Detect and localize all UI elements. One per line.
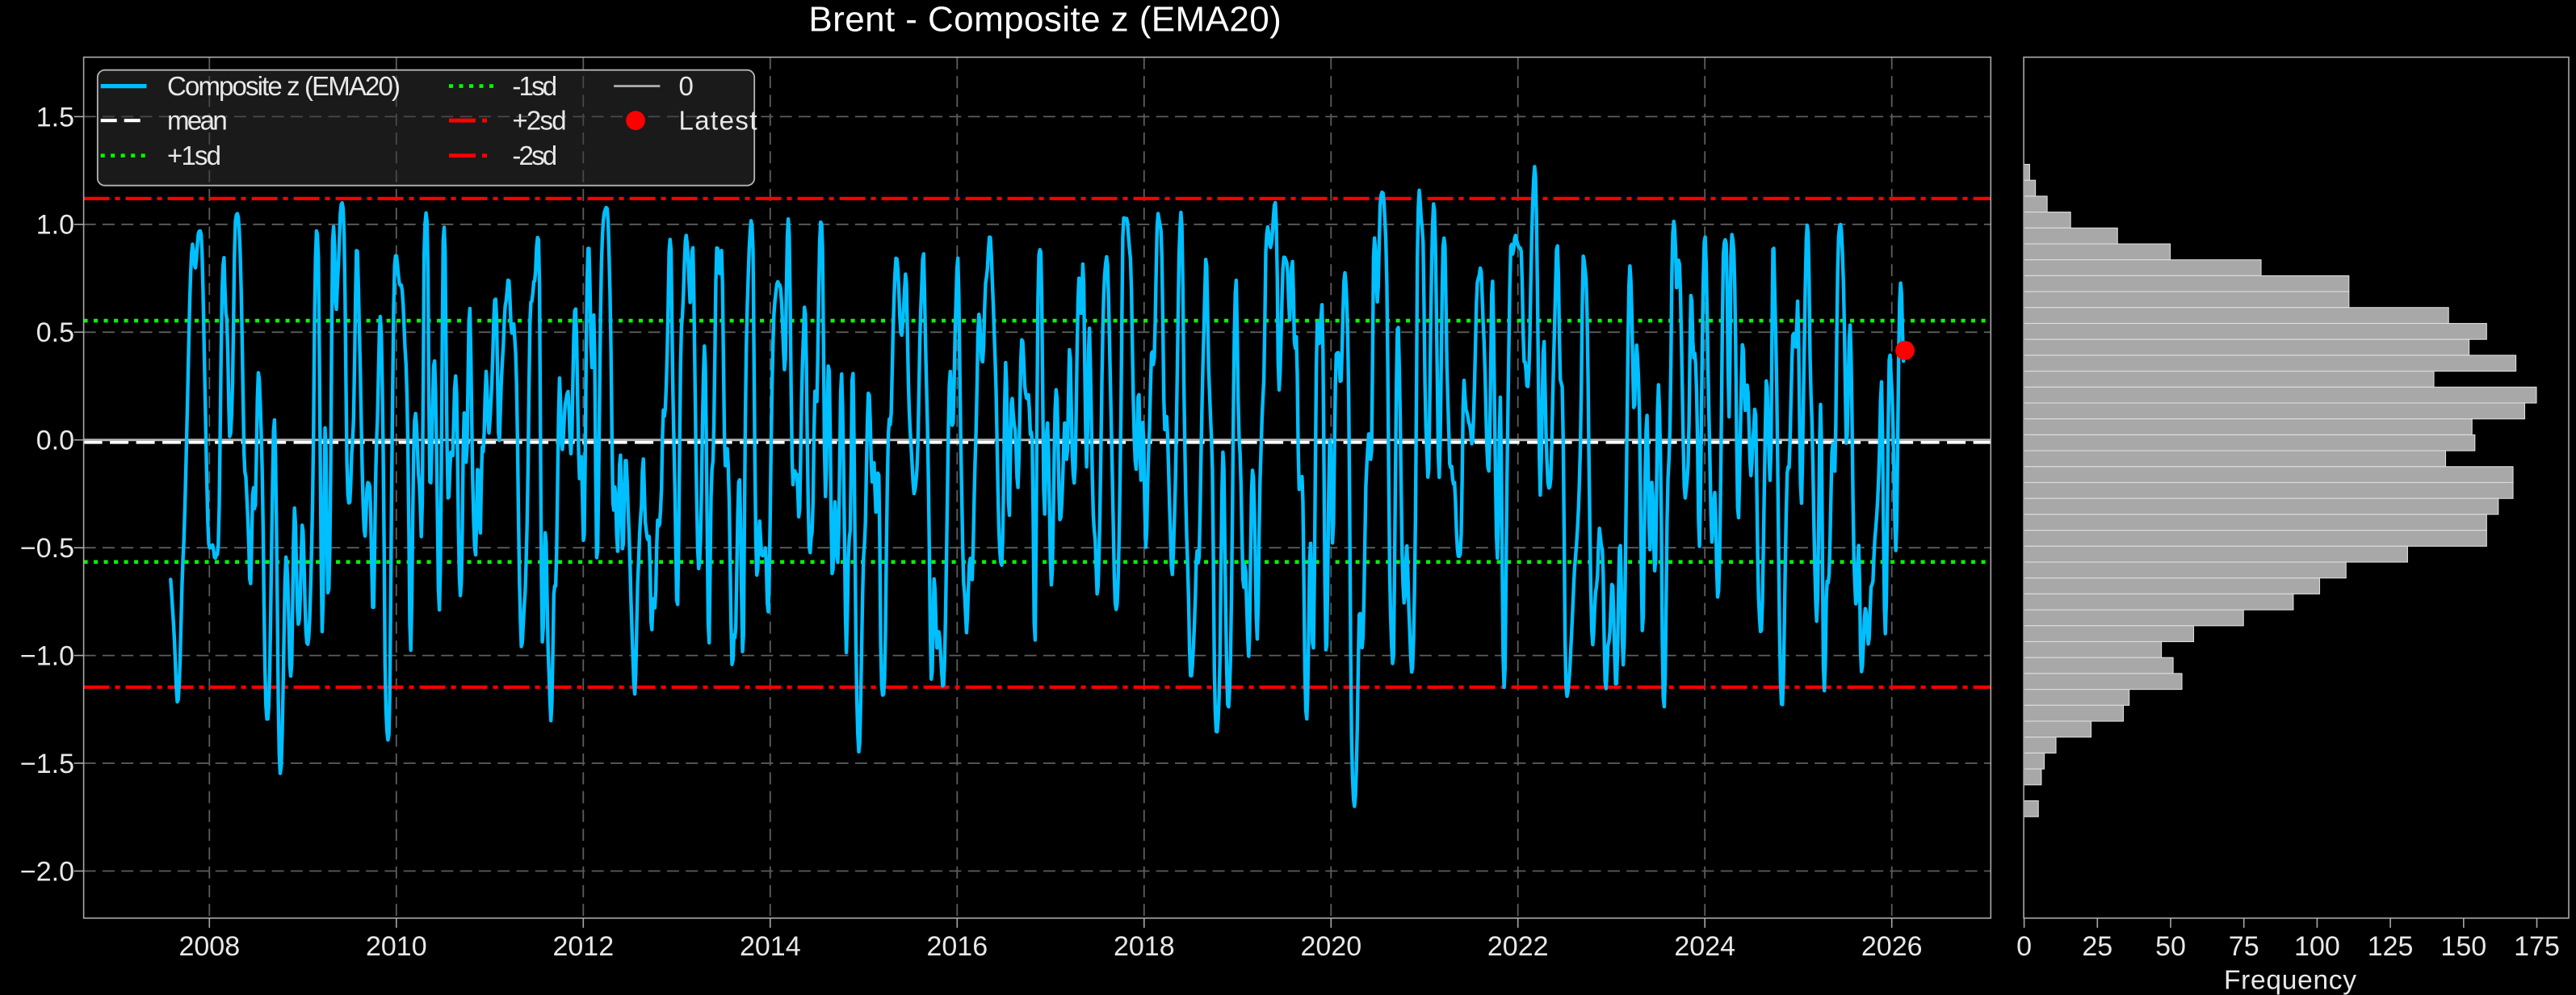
svg-text:50: 50	[2155, 931, 2186, 962]
svg-text:2024: 2024	[1674, 931, 1735, 962]
svg-text:0.5: 0.5	[36, 317, 74, 348]
svg-text:2022: 2022	[1487, 931, 1549, 962]
svg-text:0: 0	[679, 71, 694, 101]
svg-text:75: 75	[2229, 931, 2259, 962]
svg-text:150: 150	[2440, 931, 2486, 962]
svg-text:0: 0	[2016, 931, 2032, 962]
svg-text:-2sd: -2sd	[512, 141, 557, 170]
svg-text:1.5: 1.5	[36, 102, 74, 132]
svg-text:+1sd: +1sd	[167, 141, 221, 170]
svg-text:2012: 2012	[552, 931, 614, 962]
svg-text:−1.0: −1.0	[20, 641, 74, 672]
svg-text:−1.5: −1.5	[20, 749, 74, 779]
svg-text:2020: 2020	[1300, 931, 1361, 962]
svg-text:175: 175	[2514, 931, 2560, 962]
svg-text:25: 25	[2082, 931, 2112, 962]
svg-text:2026: 2026	[1861, 931, 1923, 962]
svg-text:Brent - Composite z (EMA20): Brent - Composite z (EMA20)	[808, 0, 1281, 39]
svg-text:2018: 2018	[1114, 931, 1175, 962]
svg-text:mean: mean	[167, 106, 228, 136]
svg-text:1.0: 1.0	[36, 210, 74, 241]
svg-text:100: 100	[2294, 931, 2340, 962]
svg-text:2016: 2016	[926, 931, 988, 962]
svg-text:+2sd: +2sd	[512, 106, 566, 136]
svg-text:Composite z (EMA20): Composite z (EMA20)	[167, 71, 401, 101]
svg-text:2014: 2014	[740, 931, 801, 962]
svg-text:−2.0: −2.0	[20, 856, 74, 887]
svg-text:-1sd: -1sd	[512, 71, 557, 101]
svg-text:2010: 2010	[366, 931, 427, 962]
svg-text:2008: 2008	[178, 931, 240, 962]
svg-text:0.0: 0.0	[36, 426, 74, 456]
svg-text:125: 125	[2368, 931, 2414, 962]
svg-text:−0.5: −0.5	[20, 533, 74, 564]
svg-text:Latest: Latest	[679, 106, 757, 136]
svg-text:Frequency: Frequency	[2224, 966, 2356, 995]
